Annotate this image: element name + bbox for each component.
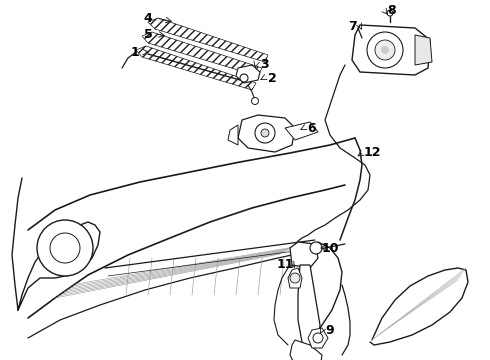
Circle shape xyxy=(50,233,80,263)
Circle shape xyxy=(261,129,269,137)
Polygon shape xyxy=(298,265,320,348)
Polygon shape xyxy=(238,115,295,152)
Circle shape xyxy=(310,242,322,254)
Circle shape xyxy=(375,40,395,60)
Polygon shape xyxy=(228,125,238,145)
Text: 5: 5 xyxy=(144,27,152,40)
Text: 12: 12 xyxy=(363,145,381,158)
Text: 9: 9 xyxy=(326,324,334,337)
Polygon shape xyxy=(142,32,262,76)
Text: 3: 3 xyxy=(260,58,269,71)
Text: 10: 10 xyxy=(321,242,339,255)
Polygon shape xyxy=(290,242,318,268)
Circle shape xyxy=(37,220,93,276)
Text: 1: 1 xyxy=(131,45,139,58)
Circle shape xyxy=(381,46,389,54)
Text: 4: 4 xyxy=(144,12,152,24)
Text: 2: 2 xyxy=(268,72,276,85)
Polygon shape xyxy=(136,46,256,90)
Polygon shape xyxy=(352,25,430,75)
Circle shape xyxy=(255,123,275,143)
Polygon shape xyxy=(285,122,318,140)
Text: 6: 6 xyxy=(308,122,317,135)
Polygon shape xyxy=(288,268,302,288)
Text: 7: 7 xyxy=(347,19,356,32)
Text: 8: 8 xyxy=(388,4,396,17)
Circle shape xyxy=(387,10,393,16)
Text: 11: 11 xyxy=(276,258,294,271)
Polygon shape xyxy=(415,35,432,65)
Polygon shape xyxy=(290,340,322,360)
Polygon shape xyxy=(148,18,268,62)
Circle shape xyxy=(240,74,248,82)
Polygon shape xyxy=(308,328,328,348)
Circle shape xyxy=(251,98,259,104)
Polygon shape xyxy=(236,65,260,83)
Circle shape xyxy=(367,32,403,68)
Circle shape xyxy=(313,333,323,343)
Circle shape xyxy=(290,273,300,283)
